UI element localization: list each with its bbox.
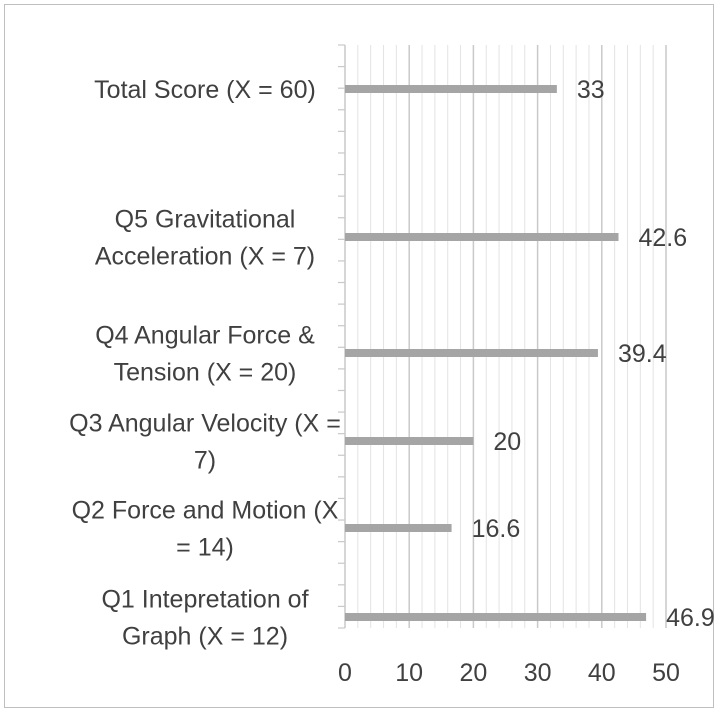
data-label: 33	[577, 76, 605, 104]
category-label: Total Score (X = 60)	[94, 76, 316, 104]
data-label: 42.6	[638, 224, 687, 252]
x-tick-label: 40	[588, 659, 616, 687]
data-label: 20	[493, 428, 521, 456]
data-label: 39.4	[618, 340, 667, 368]
gridlines	[357, 45, 667, 628]
x-tick-label: 10	[395, 659, 423, 687]
labels: 0 10 20 30 40 50 33 Total Score (X = 60) 42.6 Q5 …	[69, 76, 715, 687]
bar	[345, 524, 452, 532]
x-tick-label: 30	[524, 659, 552, 687]
bar	[345, 437, 474, 445]
bar	[345, 233, 619, 241]
category-label: Q1 Intepretation of	[101, 586, 308, 614]
x-tick-label: 20	[459, 659, 487, 687]
y-axis	[338, 44, 346, 629]
bar	[345, 613, 647, 621]
bar	[345, 349, 598, 357]
category-label: = 14)	[176, 534, 234, 562]
category-label: Tension (X = 20)	[114, 359, 297, 387]
data-label: 16.6	[472, 515, 521, 543]
category-label: Q4 Angular Force &	[95, 322, 315, 350]
category-label: Graph (X = 12)	[122, 623, 288, 651]
category-label: 7)	[194, 447, 216, 475]
x-tick-label: 0	[338, 659, 352, 687]
data-label: 46.9	[666, 604, 715, 632]
bar	[345, 85, 557, 93]
category-label: Acceleration (X = 7)	[95, 243, 315, 271]
category-label: Q5 Gravitational	[115, 206, 296, 234]
bars	[345, 85, 647, 621]
category-label: Q3 Angular Velocity (X =	[69, 410, 341, 438]
chart-frame: 0 10 20 30 40 50 33 Total Score (X = 60) 42.6 Q5 …	[4, 4, 715, 708]
x-tick-label: 50	[652, 659, 680, 687]
bar-chart: 0 10 20 30 40 50 33 Total Score (X = 60) 42.6 Q5 …	[69, 44, 715, 687]
category-label: Q2 Force and Motion (X	[72, 497, 339, 525]
